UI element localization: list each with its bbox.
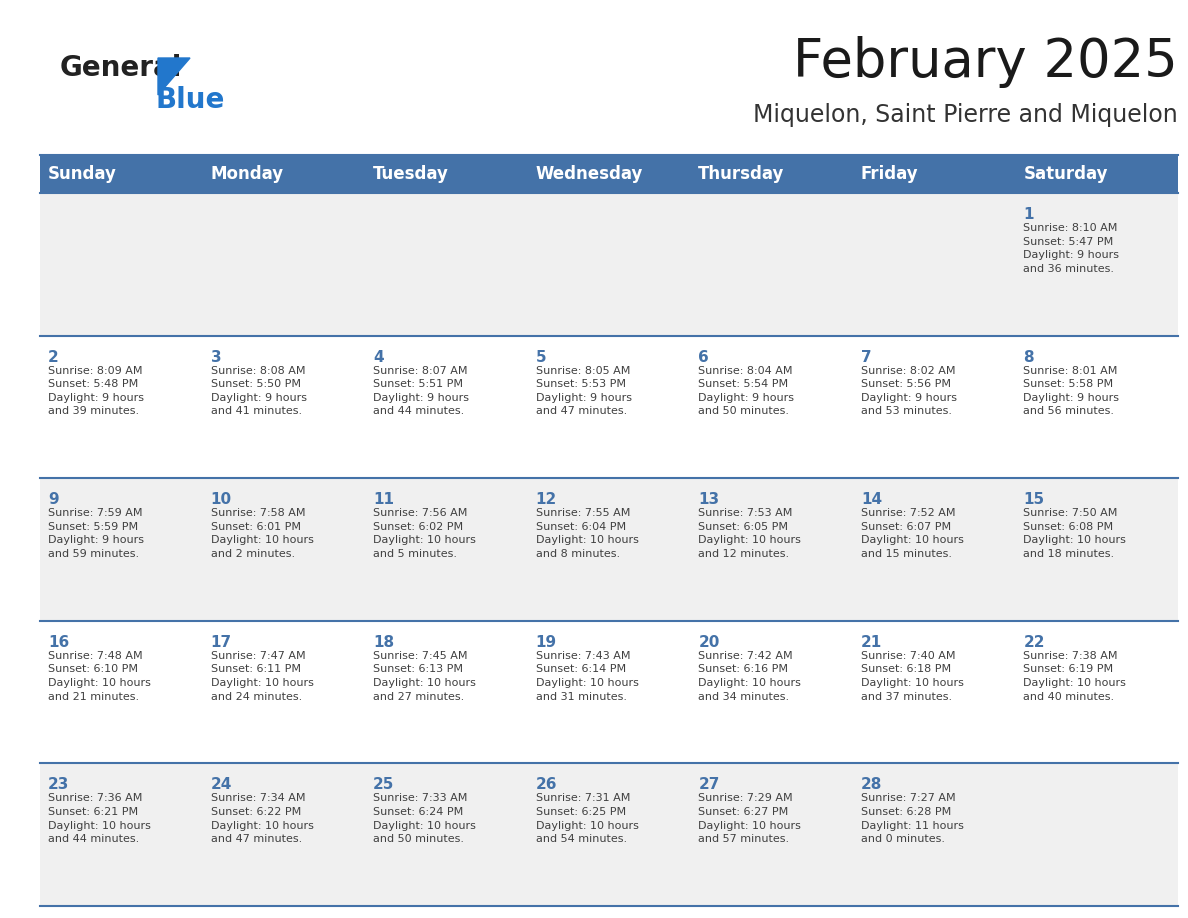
Text: Sunrise: 8:08 AM
Sunset: 5:50 PM
Daylight: 9 hours
and 41 minutes.: Sunrise: 8:08 AM Sunset: 5:50 PM Dayligh… [210,365,307,417]
Text: Sunrise: 7:40 AM
Sunset: 6:18 PM
Daylight: 10 hours
and 37 minutes.: Sunrise: 7:40 AM Sunset: 6:18 PM Dayligh… [861,651,963,701]
Text: Sunrise: 7:48 AM
Sunset: 6:10 PM
Daylight: 10 hours
and 21 minutes.: Sunrise: 7:48 AM Sunset: 6:10 PM Dayligh… [48,651,151,701]
Text: 26: 26 [536,778,557,792]
Polygon shape [158,58,190,95]
Text: 28: 28 [861,778,883,792]
Text: General: General [61,54,183,82]
Text: Sunrise: 8:10 AM
Sunset: 5:47 PM
Daylight: 9 hours
and 36 minutes.: Sunrise: 8:10 AM Sunset: 5:47 PM Dayligh… [1023,223,1119,274]
Text: Sunrise: 7:58 AM
Sunset: 6:01 PM
Daylight: 10 hours
and 2 minutes.: Sunrise: 7:58 AM Sunset: 6:01 PM Dayligh… [210,509,314,559]
Text: Thursday: Thursday [699,165,784,183]
Text: Sunrise: 7:27 AM
Sunset: 6:28 PM
Daylight: 11 hours
and 0 minutes.: Sunrise: 7:27 AM Sunset: 6:28 PM Dayligh… [861,793,963,845]
Text: Sunrise: 7:45 AM
Sunset: 6:13 PM
Daylight: 10 hours
and 27 minutes.: Sunrise: 7:45 AM Sunset: 6:13 PM Dayligh… [373,651,476,701]
Text: 1: 1 [1023,207,1034,222]
Text: Wednesday: Wednesday [536,165,643,183]
Text: Sunrise: 8:02 AM
Sunset: 5:56 PM
Daylight: 9 hours
and 53 minutes.: Sunrise: 8:02 AM Sunset: 5:56 PM Dayligh… [861,365,956,417]
Text: Sunrise: 7:34 AM
Sunset: 6:22 PM
Daylight: 10 hours
and 47 minutes.: Sunrise: 7:34 AM Sunset: 6:22 PM Dayligh… [210,793,314,845]
Text: Sunrise: 7:31 AM
Sunset: 6:25 PM
Daylight: 10 hours
and 54 minutes.: Sunrise: 7:31 AM Sunset: 6:25 PM Dayligh… [536,793,639,845]
Text: Blue: Blue [154,86,225,114]
Text: Sunrise: 7:36 AM
Sunset: 6:21 PM
Daylight: 10 hours
and 44 minutes.: Sunrise: 7:36 AM Sunset: 6:21 PM Dayligh… [48,793,151,845]
Text: Sunrise: 8:05 AM
Sunset: 5:53 PM
Daylight: 9 hours
and 47 minutes.: Sunrise: 8:05 AM Sunset: 5:53 PM Dayligh… [536,365,632,417]
Text: 15: 15 [1023,492,1044,508]
Text: Sunrise: 7:53 AM
Sunset: 6:05 PM
Daylight: 10 hours
and 12 minutes.: Sunrise: 7:53 AM Sunset: 6:05 PM Dayligh… [699,509,801,559]
Text: 17: 17 [210,635,232,650]
Text: 14: 14 [861,492,881,508]
Text: Sunrise: 8:09 AM
Sunset: 5:48 PM
Daylight: 9 hours
and 39 minutes.: Sunrise: 8:09 AM Sunset: 5:48 PM Dayligh… [48,365,144,417]
Text: Saturday: Saturday [1023,165,1108,183]
Text: 24: 24 [210,778,232,792]
Bar [40,764,1178,906]
Text: 3: 3 [210,350,221,364]
Text: 6: 6 [699,350,709,364]
Text: 27: 27 [699,778,720,792]
Text: Sunrise: 7:43 AM
Sunset: 6:14 PM
Daylight: 10 hours
and 31 minutes.: Sunrise: 7:43 AM Sunset: 6:14 PM Dayligh… [536,651,639,701]
Text: 19: 19 [536,635,557,650]
Text: Sunday: Sunday [48,165,116,183]
Text: Sunrise: 7:56 AM
Sunset: 6:02 PM
Daylight: 10 hours
and 5 minutes.: Sunrise: 7:56 AM Sunset: 6:02 PM Dayligh… [373,509,476,559]
Text: Sunrise: 7:29 AM
Sunset: 6:27 PM
Daylight: 10 hours
and 57 minutes.: Sunrise: 7:29 AM Sunset: 6:27 PM Dayligh… [699,793,801,845]
Text: 21: 21 [861,635,883,650]
Text: 20: 20 [699,635,720,650]
Text: Sunrise: 8:04 AM
Sunset: 5:54 PM
Daylight: 9 hours
and 50 minutes.: Sunrise: 8:04 AM Sunset: 5:54 PM Dayligh… [699,365,795,417]
Text: Sunrise: 8:07 AM
Sunset: 5:51 PM
Daylight: 9 hours
and 44 minutes.: Sunrise: 8:07 AM Sunset: 5:51 PM Dayligh… [373,365,469,417]
Text: Sunrise: 7:59 AM
Sunset: 5:59 PM
Daylight: 9 hours
and 59 minutes.: Sunrise: 7:59 AM Sunset: 5:59 PM Dayligh… [48,509,144,559]
Text: 18: 18 [373,635,394,650]
Text: Sunrise: 7:33 AM
Sunset: 6:24 PM
Daylight: 10 hours
and 50 minutes.: Sunrise: 7:33 AM Sunset: 6:24 PM Dayligh… [373,793,476,845]
Text: Tuesday: Tuesday [373,165,449,183]
Text: 23: 23 [48,778,69,792]
Text: February 2025: February 2025 [794,36,1178,88]
Text: Sunrise: 8:01 AM
Sunset: 5:58 PM
Daylight: 9 hours
and 56 minutes.: Sunrise: 8:01 AM Sunset: 5:58 PM Dayligh… [1023,365,1119,417]
Text: 10: 10 [210,492,232,508]
Text: 9: 9 [48,492,58,508]
Text: 5: 5 [536,350,546,364]
Text: 4: 4 [373,350,384,364]
Text: Monday: Monday [210,165,284,183]
Bar [40,621,1178,764]
Text: 2: 2 [48,350,58,364]
Text: Friday: Friday [861,165,918,183]
Text: 8: 8 [1023,350,1034,364]
Text: Sunrise: 7:47 AM
Sunset: 6:11 PM
Daylight: 10 hours
and 24 minutes.: Sunrise: 7:47 AM Sunset: 6:11 PM Dayligh… [210,651,314,701]
Text: 16: 16 [48,635,69,650]
Text: Sunrise: 7:52 AM
Sunset: 6:07 PM
Daylight: 10 hours
and 15 minutes.: Sunrise: 7:52 AM Sunset: 6:07 PM Dayligh… [861,509,963,559]
Text: Sunrise: 7:42 AM
Sunset: 6:16 PM
Daylight: 10 hours
and 34 minutes.: Sunrise: 7:42 AM Sunset: 6:16 PM Dayligh… [699,651,801,701]
Text: 13: 13 [699,492,720,508]
Text: Sunrise: 7:50 AM
Sunset: 6:08 PM
Daylight: 10 hours
and 18 minutes.: Sunrise: 7:50 AM Sunset: 6:08 PM Dayligh… [1023,509,1126,559]
Text: 7: 7 [861,350,872,364]
Text: 12: 12 [536,492,557,508]
Text: 11: 11 [373,492,394,508]
Text: Sunrise: 7:38 AM
Sunset: 6:19 PM
Daylight: 10 hours
and 40 minutes.: Sunrise: 7:38 AM Sunset: 6:19 PM Dayligh… [1023,651,1126,701]
Bar [40,193,1178,336]
Text: Miquelon, Saint Pierre and Miquelon: Miquelon, Saint Pierre and Miquelon [753,103,1178,127]
Bar [40,478,1178,621]
Bar [40,336,1178,478]
Text: 25: 25 [373,778,394,792]
Text: Sunrise: 7:55 AM
Sunset: 6:04 PM
Daylight: 10 hours
and 8 minutes.: Sunrise: 7:55 AM Sunset: 6:04 PM Dayligh… [536,509,639,559]
Text: 22: 22 [1023,635,1045,650]
Bar [40,155,1178,193]
